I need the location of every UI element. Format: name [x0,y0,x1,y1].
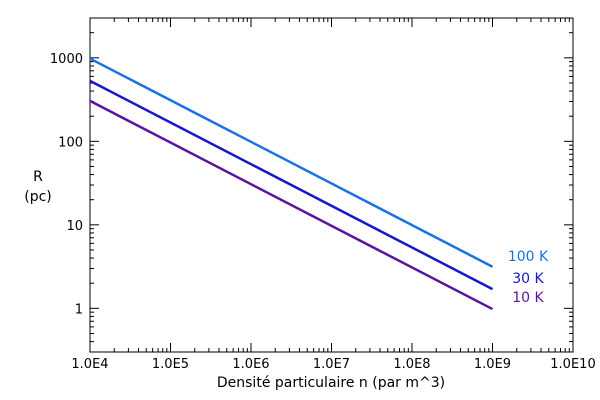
series-line [89,79,494,291]
y-tick-label: 1000 [50,52,83,67]
y-axis-label-line-2: (pc) [24,189,52,205]
series-label: 10 K [512,290,544,306]
series-line [89,99,494,311]
y-tick-label: 1 [75,302,83,317]
plot-frame [89,17,574,353]
y-axis-ticks: 1 10 100 1000 [50,17,573,353]
series-line [89,57,494,268]
series-labels: 100 K 30 K 10 K [508,249,549,306]
x-tick-label: 1.0E7 [313,357,350,372]
x-tick-label: 1.0E4 [71,357,108,372]
y-axis-label-line-1: R [33,169,43,185]
x-axis-ticks: 1.0E4 1.0E5 1.0E6 1.0E7 1.0E8 1.0E9 1.0E10 [71,18,596,372]
y-tick-label: 100 [58,135,83,150]
series-lines [89,57,494,311]
y-tick-label: 10 [66,219,83,234]
x-tick-label: 1.0E5 [152,357,189,372]
x-tick-label: 1.0E9 [474,357,511,372]
x-axis-label: Densité particulaire n (par m^3) [217,375,445,391]
series-label: 100 K [508,249,549,265]
series-label: 30 K [512,271,544,287]
x-tick-label: 1.0E6 [232,357,269,372]
x-tick-label: 1.0E8 [393,357,430,372]
x-tick-label: 1.0E10 [550,357,595,372]
